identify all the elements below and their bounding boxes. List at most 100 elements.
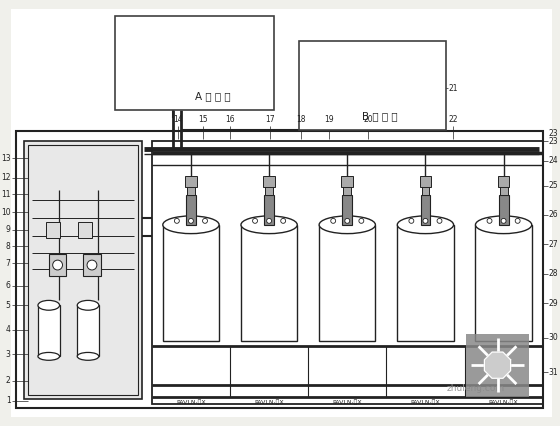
Text: 18: 18 [296, 115, 306, 124]
Ellipse shape [77, 352, 99, 360]
Bar [265, 181, 273, 196]
Bar [264, 196, 274, 225]
Text: 23: 23 [549, 129, 558, 138]
Bar [38, 305, 59, 357]
Ellipse shape [331, 219, 335, 223]
Text: 25: 25 [549, 181, 558, 190]
Text: B 防 护 区: B 防 护 区 [362, 111, 398, 121]
Text: PAVLN·型X: PAVLN·型X [489, 400, 519, 405]
Bar [397, 225, 454, 341]
Text: 11: 11 [1, 190, 11, 199]
Ellipse shape [409, 219, 414, 223]
Polygon shape [484, 352, 511, 378]
Text: 15: 15 [198, 115, 208, 124]
Text: 4: 4 [6, 325, 11, 334]
Text: 17: 17 [265, 115, 274, 124]
Text: 29: 29 [549, 299, 558, 308]
Text: 12: 12 [1, 173, 11, 182]
Bar [319, 225, 375, 341]
Ellipse shape [501, 219, 506, 223]
Text: 21: 21 [449, 84, 458, 93]
Bar [28, 145, 138, 394]
Text: 3: 3 [6, 350, 11, 359]
Text: PAVLN·型X: PAVLN·型X [176, 400, 206, 405]
Bar [187, 181, 195, 196]
Text: 8: 8 [6, 242, 11, 251]
Text: 5: 5 [6, 301, 11, 310]
Ellipse shape [53, 260, 63, 270]
Bar [466, 334, 529, 397]
Bar [16, 132, 543, 409]
Bar [186, 196, 196, 225]
Text: 1: 1 [6, 396, 11, 405]
Text: 16: 16 [226, 115, 235, 124]
Bar [263, 176, 275, 187]
Bar [241, 225, 297, 341]
Bar [343, 181, 351, 196]
Bar [342, 196, 352, 225]
Ellipse shape [515, 219, 520, 223]
Text: PAVLN·型X: PAVLN·型X [410, 400, 440, 405]
Ellipse shape [437, 219, 442, 223]
Bar [422, 181, 430, 196]
Text: PAVLN·型X: PAVLN·型X [254, 400, 284, 405]
Bar [475, 225, 532, 341]
Ellipse shape [189, 219, 193, 223]
Text: 23: 23 [549, 137, 558, 146]
Text: 7: 7 [6, 259, 11, 268]
Bar [419, 176, 431, 187]
Text: 22: 22 [449, 115, 458, 124]
Bar [83, 254, 101, 276]
Bar [499, 196, 508, 225]
Bar [152, 141, 543, 404]
Ellipse shape [397, 216, 454, 233]
Text: PAVLN·型X: PAVLN·型X [333, 400, 362, 405]
Ellipse shape [319, 216, 375, 233]
Text: 13: 13 [1, 153, 11, 162]
Text: 19: 19 [324, 115, 333, 124]
Text: 6: 6 [6, 281, 11, 290]
Text: 24: 24 [549, 156, 558, 165]
Bar [46, 222, 59, 238]
Ellipse shape [203, 219, 207, 223]
Text: zhuleng.com: zhuleng.com [447, 384, 505, 393]
Bar [185, 176, 197, 187]
Bar [24, 141, 142, 399]
Text: 28: 28 [549, 269, 558, 278]
Text: 27: 27 [549, 240, 558, 249]
Ellipse shape [87, 260, 97, 270]
Bar [163, 225, 219, 341]
Text: 2: 2 [6, 377, 11, 386]
Ellipse shape [487, 219, 492, 223]
Text: A 防 护 区: A 防 护 区 [195, 91, 231, 101]
Text: 10: 10 [1, 207, 11, 216]
Text: 20: 20 [363, 115, 373, 124]
Ellipse shape [281, 219, 286, 223]
Bar [500, 181, 507, 196]
Ellipse shape [38, 352, 59, 360]
Ellipse shape [475, 216, 532, 233]
Bar [299, 41, 446, 130]
Ellipse shape [241, 216, 297, 233]
Text: 26: 26 [549, 210, 558, 219]
Ellipse shape [163, 216, 219, 233]
Bar [421, 196, 430, 225]
Ellipse shape [77, 300, 99, 310]
Ellipse shape [345, 219, 350, 223]
Ellipse shape [253, 219, 258, 223]
Bar [77, 305, 99, 357]
Ellipse shape [359, 219, 364, 223]
Text: 30: 30 [549, 333, 558, 342]
Bar [498, 176, 510, 187]
Bar [115, 16, 274, 110]
Ellipse shape [267, 219, 272, 223]
Text: 14: 14 [174, 115, 183, 124]
Text: 31: 31 [549, 368, 558, 377]
Ellipse shape [423, 219, 428, 223]
Bar [342, 176, 353, 187]
Text: 9: 9 [6, 225, 11, 234]
Bar [49, 254, 67, 276]
Ellipse shape [38, 300, 59, 310]
Ellipse shape [174, 219, 179, 223]
Bar [78, 222, 92, 238]
